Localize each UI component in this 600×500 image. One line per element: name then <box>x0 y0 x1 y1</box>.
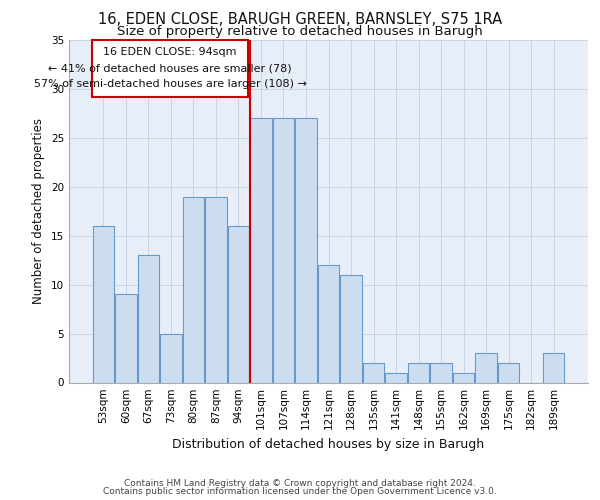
Bar <box>160 334 182 382</box>
Text: Contains public sector information licensed under the Open Government Licence v3: Contains public sector information licen… <box>103 487 497 496</box>
Bar <box>228 226 249 382</box>
Bar <box>430 363 452 382</box>
Y-axis label: Number of detached properties: Number of detached properties <box>32 118 46 304</box>
Text: 16, EDEN CLOSE, BARUGH GREEN, BARNSLEY, S75 1RA: 16, EDEN CLOSE, BARUGH GREEN, BARNSLEY, … <box>98 12 502 28</box>
Text: 16 EDEN CLOSE: 94sqm: 16 EDEN CLOSE: 94sqm <box>103 48 237 58</box>
X-axis label: Distribution of detached houses by size in Barugh: Distribution of detached houses by size … <box>172 438 485 451</box>
Text: Size of property relative to detached houses in Barugh: Size of property relative to detached ho… <box>117 25 483 38</box>
Text: Contains HM Land Registry data © Crown copyright and database right 2024.: Contains HM Land Registry data © Crown c… <box>124 478 476 488</box>
Bar <box>115 294 137 382</box>
Bar <box>475 353 497 382</box>
Bar <box>273 118 294 382</box>
Text: ← 41% of detached houses are smaller (78): ← 41% of detached houses are smaller (78… <box>49 64 292 74</box>
Bar <box>340 275 362 382</box>
Bar <box>137 256 159 382</box>
Bar <box>453 372 475 382</box>
Bar <box>408 363 429 382</box>
Bar <box>92 226 114 382</box>
Bar <box>295 118 317 382</box>
Bar <box>543 353 565 382</box>
Bar <box>205 196 227 382</box>
Bar <box>363 363 384 382</box>
FancyBboxPatch shape <box>92 40 248 97</box>
Bar <box>498 363 520 382</box>
Bar <box>182 196 204 382</box>
Bar <box>318 265 339 382</box>
Bar <box>385 372 407 382</box>
Text: 57% of semi-detached houses are larger (108) →: 57% of semi-detached houses are larger (… <box>34 80 307 90</box>
Bar <box>250 118 272 382</box>
